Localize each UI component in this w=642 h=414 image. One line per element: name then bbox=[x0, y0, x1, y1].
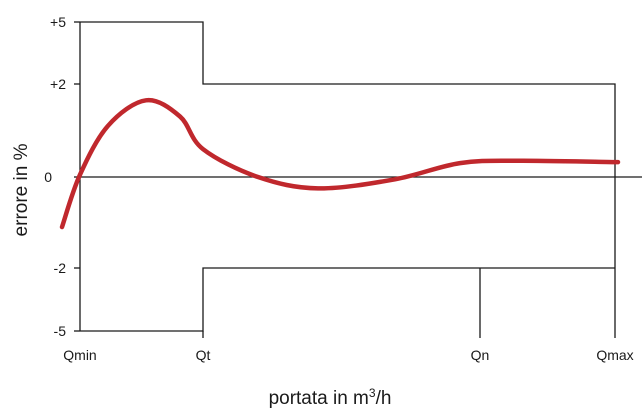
x-tick-label: Qt bbox=[196, 347, 211, 363]
x-tick-label: Qn bbox=[471, 347, 490, 363]
y-tick-label: 0 bbox=[44, 169, 52, 185]
y-tick-label: +5 bbox=[50, 14, 66, 30]
tolerance-envelope bbox=[79, 21, 642, 338]
x-tick-label: Qmin bbox=[63, 347, 96, 363]
lower-tolerance-line bbox=[80, 267, 615, 332]
y-tick-label: -5 bbox=[54, 323, 67, 339]
y-tick-label: +2 bbox=[50, 76, 66, 92]
upper-tolerance-line bbox=[80, 21, 616, 331]
y-tick-label: -2 bbox=[54, 260, 67, 276]
x-tick-label: Qmax bbox=[596, 347, 633, 363]
x-axis-label: portata in m3/h bbox=[269, 386, 392, 409]
error-curve-line bbox=[59, 97, 621, 230]
y-axis-label: errore in % bbox=[11, 143, 32, 236]
